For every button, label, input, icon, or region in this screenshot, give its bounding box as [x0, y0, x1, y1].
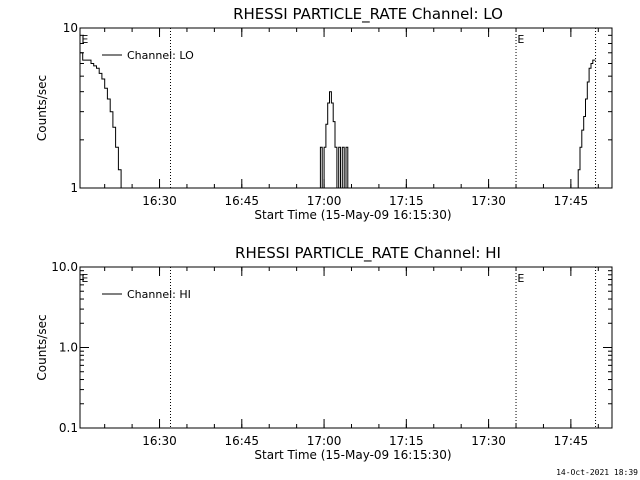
legend-label: Channel: HI [127, 288, 191, 301]
event-marker-label: E [81, 33, 88, 46]
y-tick-label: 1.0 [59, 341, 78, 355]
x-tick-label: 17:30 [471, 194, 506, 208]
event-marker-label: E [517, 272, 524, 285]
chart-panel-1: RHESSI PARTICLE_RATE Channel: LO Counts/s… [35, 5, 613, 222]
legend: Channel: LO [102, 49, 194, 62]
x-tick-label: 16:45 [224, 434, 259, 448]
y-tick-label: 10 [63, 21, 78, 35]
x-tick-label: 16:30 [142, 434, 177, 448]
generation-timestamp: 14-Oct-2021 18:39 [556, 468, 638, 477]
y-axis-label: Counts/sec [35, 314, 49, 380]
x-tick-label: 17:45 [554, 434, 589, 448]
y-tick-label: 0.1 [59, 421, 78, 435]
chart-title: RHESSI PARTICLE_RATE Channel: LO [233, 5, 503, 24]
series-line-channel [80, 52, 596, 189]
x-tick-label: 17:00 [307, 194, 342, 208]
x-tick-label: 17:15 [389, 194, 424, 208]
y-tick-label: 1 [70, 181, 78, 195]
y-tick-label: 10.0 [51, 260, 78, 274]
event-marker-label: E [517, 33, 524, 46]
x-tick-label: 16:45 [224, 194, 259, 208]
event-marker-label: E [81, 272, 88, 285]
y-axis-label: Counts/sec [35, 75, 49, 141]
legend-label: Channel: LO [127, 49, 194, 62]
x-tick-label: 17:15 [389, 434, 424, 448]
chart-panel-2: RHESSI PARTICLE_RATE Channel: HI Counts/s… [35, 244, 613, 462]
x-tick-label: 16:30 [142, 194, 177, 208]
chart-title: RHESSI PARTICLE_RATE Channel: HI [235, 244, 501, 263]
x-tick-label: 17:30 [471, 434, 506, 448]
x-tick-label: 17:00 [307, 434, 342, 448]
x-axis-label: Start Time (15-May-09 16:15:30) [254, 448, 451, 462]
x-axis-label: Start Time (15-May-09 16:15:30) [254, 208, 451, 222]
legend: Channel: HI [102, 288, 191, 301]
x-tick-label: 17:45 [554, 194, 589, 208]
